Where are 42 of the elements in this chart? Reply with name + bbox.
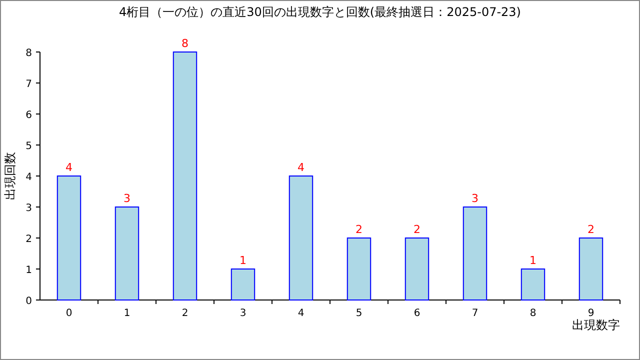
data-label: 1 <box>240 254 246 267</box>
x-tick-label: 7 <box>472 308 478 319</box>
y-tick-label: 2 <box>26 234 32 245</box>
bar <box>56 176 82 300</box>
bar <box>462 206 488 300</box>
x-tick-label: 6 <box>414 308 420 319</box>
y-tick-label: 8 <box>26 48 32 59</box>
x-axis-title: 出現数字 <box>572 318 620 332</box>
bar <box>114 206 140 300</box>
y-tick-label: 4 <box>26 172 32 183</box>
y-tick-label: 5 <box>26 141 32 152</box>
x-tick-label: 8 <box>530 308 536 319</box>
data-label: 4 <box>66 161 72 174</box>
y-tick-label: 7 <box>26 79 32 90</box>
y-tick-label: 1 <box>26 265 32 276</box>
y-tick-label: 3 <box>26 203 32 214</box>
x-tick-label: 0 <box>66 308 72 319</box>
bar <box>346 238 372 300</box>
data-label: 1 <box>530 254 536 267</box>
bar <box>288 176 314 300</box>
bar <box>404 238 430 300</box>
x-tick-label: 3 <box>240 308 246 319</box>
x-tick-label: 4 <box>298 308 304 319</box>
bar <box>578 238 604 300</box>
x-tick-label: 2 <box>182 308 188 319</box>
y-axis-title: 出現回数 <box>3 152 17 200</box>
data-label: 3 <box>472 192 478 205</box>
data-label: 2 <box>414 223 420 236</box>
bar <box>230 268 256 300</box>
chart-title: 4桁目（一の位）の直近30回の出現数字と回数(最終抽選日：2025-07-23) <box>118 5 522 19</box>
data-label: 2 <box>588 223 594 236</box>
bar <box>520 268 546 300</box>
y-tick-label: 0 <box>26 296 32 307</box>
x-tick-label: 9 <box>588 308 594 319</box>
y-tick-label: 6 <box>26 110 32 121</box>
data-label: 8 <box>182 37 188 50</box>
x-tick-label: 1 <box>124 308 130 319</box>
x-tick-label: 5 <box>356 308 362 319</box>
bar <box>172 52 198 300</box>
data-label: 4 <box>298 161 304 174</box>
data-label: 3 <box>124 192 130 205</box>
data-label: 2 <box>356 223 362 236</box>
